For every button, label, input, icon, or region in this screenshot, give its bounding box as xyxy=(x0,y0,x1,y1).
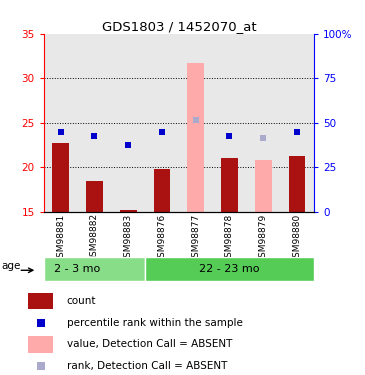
Text: count: count xyxy=(67,296,96,306)
Text: percentile rank within the sample: percentile rank within the sample xyxy=(67,318,243,328)
Text: value, Detection Call = ABSENT: value, Detection Call = ABSENT xyxy=(67,339,232,350)
Bar xyxy=(154,169,170,212)
Bar xyxy=(179,34,212,212)
Text: rank, Detection Call = ABSENT: rank, Detection Call = ABSENT xyxy=(67,361,227,371)
Bar xyxy=(255,160,272,212)
Bar xyxy=(120,210,137,212)
Bar xyxy=(145,257,314,281)
Text: 22 - 23 mo: 22 - 23 mo xyxy=(199,264,260,274)
Bar xyxy=(28,293,53,309)
Bar xyxy=(52,143,69,212)
Bar xyxy=(289,156,306,212)
Bar xyxy=(44,34,77,212)
Bar xyxy=(28,336,53,352)
Bar xyxy=(44,257,145,281)
Bar xyxy=(77,34,111,212)
Bar xyxy=(187,63,204,212)
Bar xyxy=(246,34,280,212)
Title: GDS1803 / 1452070_at: GDS1803 / 1452070_at xyxy=(101,20,256,33)
Bar xyxy=(221,158,238,212)
Bar xyxy=(86,181,103,212)
Bar xyxy=(212,34,246,212)
Text: 2 - 3 mo: 2 - 3 mo xyxy=(54,264,101,274)
Bar xyxy=(280,34,314,212)
Bar xyxy=(145,34,179,212)
Text: age: age xyxy=(1,261,20,271)
Bar xyxy=(111,34,145,212)
